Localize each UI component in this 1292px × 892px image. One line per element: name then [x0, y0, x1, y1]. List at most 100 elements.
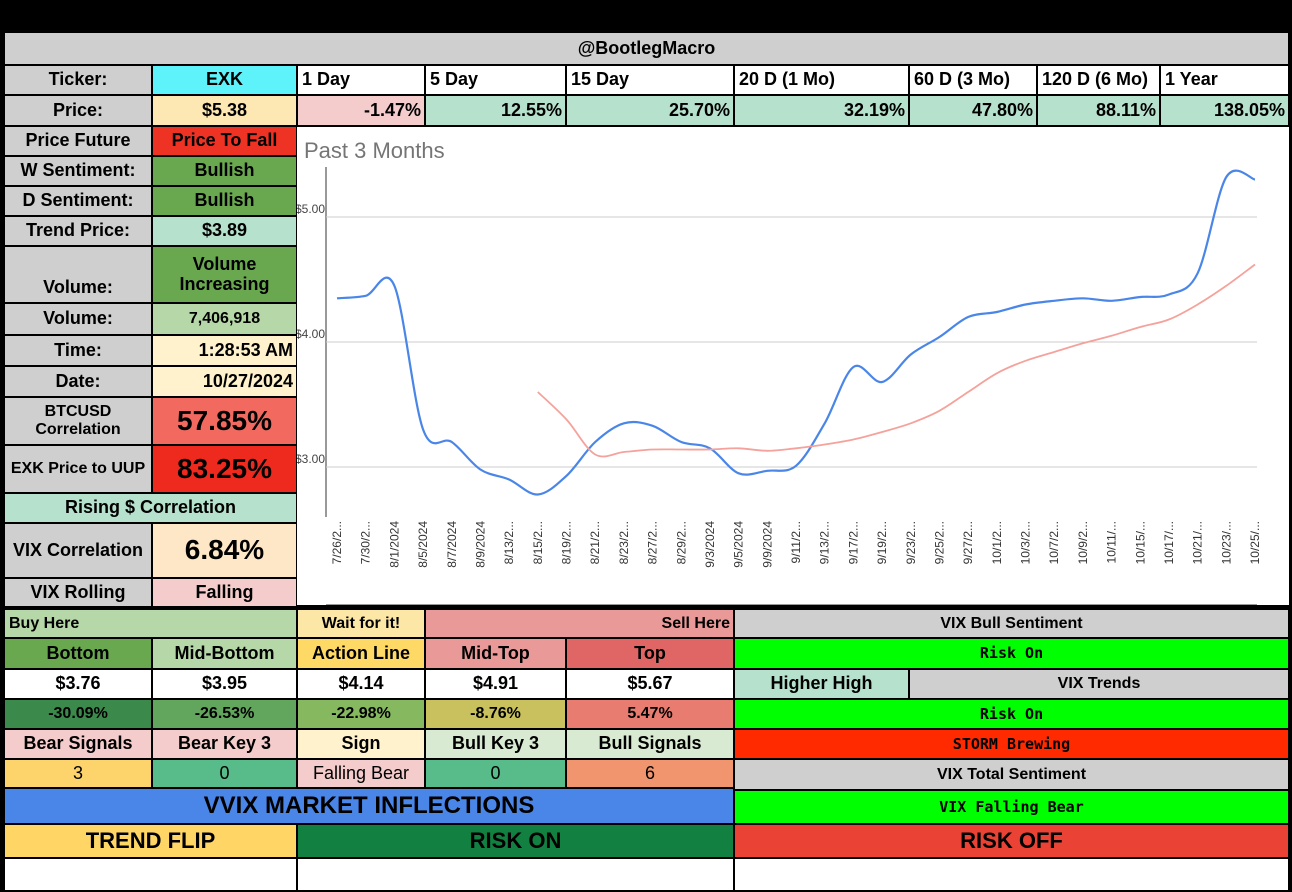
period-120day: 120 D (6 Mo) — [1037, 65, 1160, 95]
btc-corr-label: BTCUSD Correlation — [4, 397, 152, 445]
level-action-line-pct: -22.98% — [297, 699, 425, 729]
price-future-value: Price To Fall — [152, 126, 297, 156]
signal-sign-name: Sign — [297, 729, 425, 759]
x-tick-label: 10/11/... — [1105, 521, 1119, 563]
x-tick-label: 9/11/2... — [789, 521, 803, 563]
vvix-risk-on-empty — [297, 858, 734, 891]
x-tick-label: 8/23/2... — [617, 521, 631, 564]
x-tick-label: 10/25/... — [1248, 521, 1262, 564]
x-tick-label: 8/27/2... — [646, 521, 660, 564]
x-tick-label: 7/30/2... — [359, 521, 373, 564]
period-15day: 15 Day — [566, 65, 734, 95]
x-tick-label: 9/13/2... — [818, 521, 832, 564]
vix-total-sentiment-value: VIX Falling Bear — [734, 790, 1289, 824]
x-tick-label: 8/7/2024 — [445, 521, 459, 568]
trend-series-line — [537, 263, 1256, 458]
vix-rolling-label: VIX Rolling — [4, 578, 152, 607]
vix-trends-value: Risk On — [734, 699, 1289, 729]
signal-bear-signals-name: Bear Signals — [4, 729, 152, 759]
level-action-line-price: $4.14 — [297, 669, 425, 699]
period-20day: 20 D (1 Mo) — [734, 65, 909, 95]
level-mid-bottom-price: $3.95 — [152, 669, 297, 699]
rising-correlation-label: Rising $ Correlation — [4, 493, 297, 523]
vix-storm-brewing: STORM Brewing — [734, 729, 1289, 759]
change-120day: 88.11% — [1037, 95, 1160, 126]
x-tick-label: 10/17/... — [1162, 521, 1176, 564]
price-chart: Past 3 Months $5.00 $4.00 $3.00 7/26/2... 7/… — [295, 127, 1289, 606]
buy-here-label: Buy Here — [4, 609, 297, 638]
change-20day: 32.19% — [734, 95, 909, 126]
volume-value: 7,406,918 — [152, 303, 297, 335]
level-mid-top-pct: -8.76% — [425, 699, 566, 729]
vix-corr-value: 6.84% — [152, 523, 297, 578]
signal-bull-key3-name: Bull Key 3 — [425, 729, 566, 759]
x-tick-label: 8/1/2024 — [387, 521, 401, 568]
level-bottom-name: Bottom — [4, 638, 152, 669]
x-tick-label: 9/23/2... — [904, 521, 918, 564]
vvix-risk-off-empty — [734, 858, 1289, 891]
x-tick-label: 8/5/2024 — [416, 521, 430, 568]
signal-sign-value: Falling Bear — [297, 759, 425, 788]
x-tick-label: 10/23/... — [1219, 521, 1233, 564]
x-tick-label: 10/1/2... — [990, 521, 1004, 564]
level-mid-bottom-name: Mid-Bottom — [152, 638, 297, 669]
period-1year: 1 Year — [1160, 65, 1289, 95]
level-mid-bottom-pct: -26.53% — [152, 699, 297, 729]
y-tick-label: $5.00 — [297, 202, 325, 216]
signal-bear-key3-value: 0 — [152, 759, 297, 788]
period-1day: 1 Day — [297, 65, 425, 95]
y-tick-label: $4.00 — [297, 327, 325, 341]
price-label: Price: — [4, 95, 152, 126]
wait-label: Wait for it! — [297, 609, 425, 638]
volume-label: Volume: — [4, 303, 152, 335]
x-tick-label: 8/21/2... — [588, 521, 602, 564]
level-action-line-name: Action Line — [297, 638, 425, 669]
x-tick-label: 10/7/2... — [1047, 521, 1061, 564]
x-tick-label: 9/5/2024 — [732, 521, 746, 568]
x-tick-label: 9/27/2... — [961, 521, 975, 564]
chart-title: Past 3 Months — [304, 138, 445, 163]
ticker-symbol[interactable]: EXK — [152, 65, 297, 95]
vix-total-sentiment-label: VIX Total Sentiment — [734, 759, 1289, 790]
x-tick-label: 10/9/2... — [1076, 521, 1090, 564]
sell-here-label: Sell Here — [425, 609, 734, 638]
vvix-title: VVIX MARKET INFLECTIONS — [4, 788, 734, 824]
x-tick-label: 8/9/2024 — [473, 521, 487, 568]
change-15day: 25.70% — [566, 95, 734, 126]
vvix-trend-flip-empty — [4, 858, 297, 891]
level-mid-top-price: $4.91 — [425, 669, 566, 699]
level-bottom-price: $3.76 — [4, 669, 152, 699]
time-value: 1:28:53 AM — [152, 335, 297, 366]
x-tick-label: 9/17/2... — [846, 521, 860, 564]
change-5day: 12.55% — [425, 95, 566, 126]
level-mid-top-name: Mid-Top — [425, 638, 566, 669]
header-title: @BootlegMacro — [4, 32, 1289, 65]
uup-corr-value: 83.25% — [152, 445, 297, 493]
x-tick-label: 8/15/2... — [531, 521, 545, 564]
trend-price-value: $3.89 — [152, 216, 297, 246]
level-top-name: Top — [566, 638, 734, 669]
level-bottom-pct: -30.09% — [4, 699, 152, 729]
vix-corr-label: VIX Correlation — [4, 523, 152, 578]
price-future-label: Price Future — [4, 126, 152, 156]
price-series-line — [336, 169, 1256, 496]
x-tick-label: 9/3/2024 — [703, 521, 717, 568]
uup-corr-label: EXK Price to UUP — [4, 445, 152, 493]
signal-bull-signals-value: 6 — [566, 759, 734, 788]
x-tick-label: 9/9/2024 — [760, 521, 774, 568]
volume-trend-value: Volume Increasing — [152, 246, 297, 303]
vvix-risk-off: RISK OFF — [734, 824, 1289, 858]
ticker-label: Ticker: — [4, 65, 152, 95]
vvix-risk-on: RISK ON — [297, 824, 734, 858]
vix-rolling-value: Falling — [152, 578, 297, 607]
level-top-pct: 5.47% — [566, 699, 734, 729]
vix-bull-sentiment-value: Risk On — [734, 638, 1289, 669]
btc-corr-value: 57.85% — [152, 397, 297, 445]
date-value: 10/27/2024 — [152, 366, 297, 397]
x-tick-label: 10/21/... — [1191, 521, 1205, 564]
trend-price-label: Trend Price: — [4, 216, 152, 246]
x-tick-label: 7/26/2... — [330, 521, 344, 564]
x-tick-label: 9/25/2... — [932, 521, 946, 564]
x-tick-label: 8/19/2... — [560, 521, 574, 564]
change-1day: -1.47% — [297, 95, 425, 126]
